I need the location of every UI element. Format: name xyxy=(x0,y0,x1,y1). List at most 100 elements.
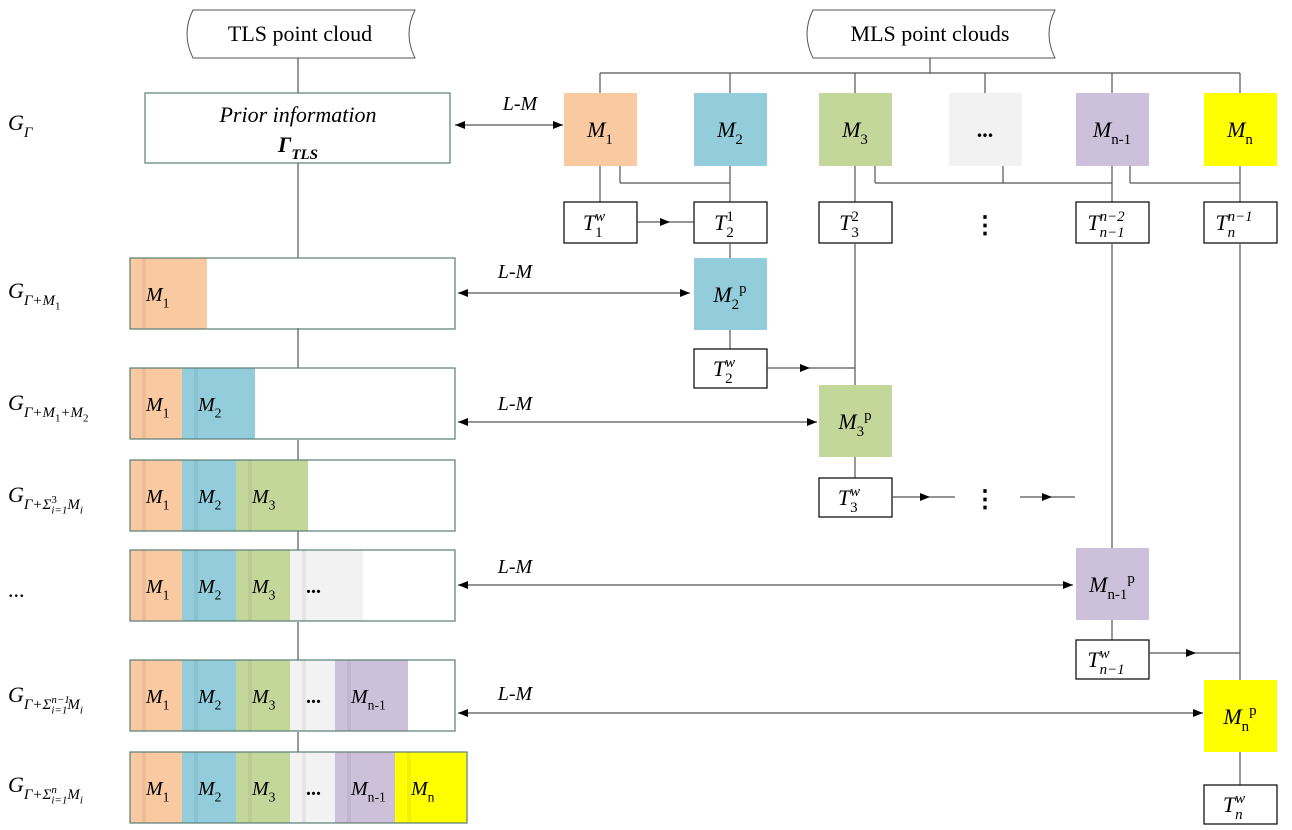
row-label: ... xyxy=(8,577,25,602)
bar-segment xyxy=(182,752,236,823)
math-part: 3 xyxy=(269,789,276,804)
math-part: M xyxy=(66,787,81,803)
segment-label: M1 xyxy=(145,486,169,512)
math-part: 1 xyxy=(726,209,733,225)
refined-box xyxy=(819,385,892,457)
bar-segment xyxy=(182,660,236,731)
bar-segment-edge xyxy=(407,752,411,823)
prior-symbol: ΓTLS xyxy=(277,132,318,163)
math-part: 1 xyxy=(163,497,170,512)
math-part: 3 xyxy=(51,494,57,506)
segment-label: M3 xyxy=(251,576,276,602)
math-part: p xyxy=(1249,703,1256,719)
math-part: n−1 xyxy=(1228,209,1253,225)
math-part: 1 xyxy=(605,132,612,148)
math-part: n-1 xyxy=(368,789,386,804)
math-part: w xyxy=(1100,646,1110,662)
bar-segment xyxy=(130,660,182,731)
bar-segment-edge xyxy=(347,752,351,823)
mls-label: ... xyxy=(977,117,994,142)
math-part: M xyxy=(586,117,607,142)
segment-label: M1 xyxy=(145,394,169,420)
math-part: T xyxy=(1223,792,1237,817)
math-part: M xyxy=(251,778,270,800)
math-part: Γ+M xyxy=(23,405,57,421)
transform-box xyxy=(1075,639,1150,680)
bar-segment xyxy=(335,660,408,731)
segment-label: ... xyxy=(306,576,321,598)
math-part: Γ xyxy=(277,132,292,157)
transform-box xyxy=(818,477,893,518)
math-part: ... xyxy=(306,778,321,800)
segment-label: M1 xyxy=(145,778,169,804)
source-shape xyxy=(806,9,1056,59)
bar-segment xyxy=(130,258,207,329)
math-part: M xyxy=(350,686,369,708)
transform-box xyxy=(1075,201,1150,244)
math-part: 3 xyxy=(857,424,864,440)
math-part: G xyxy=(8,772,24,797)
bar-segment-edge xyxy=(248,660,252,731)
math-part: 1 xyxy=(163,587,170,602)
bar-segment-edge xyxy=(142,258,146,329)
math-part: +M xyxy=(60,405,84,421)
math-part: 1 xyxy=(163,405,170,420)
math-part: G xyxy=(8,482,24,507)
math-part: 2 xyxy=(851,209,858,225)
link-label: L-M xyxy=(497,261,534,283)
transform-label: Tn−1 n xyxy=(1215,209,1252,241)
math-part: G xyxy=(8,278,24,303)
segment-label: ... xyxy=(306,778,321,800)
ellipsis: ⋮ xyxy=(973,213,997,239)
bar-segment-edge xyxy=(194,752,198,823)
prior-box xyxy=(144,92,451,164)
math-part: i=1 xyxy=(51,704,67,716)
math-part: M xyxy=(251,576,270,598)
math-part: n xyxy=(428,789,435,804)
source-shape xyxy=(186,9,416,59)
math-part: 2 xyxy=(215,497,222,512)
row-box xyxy=(129,257,456,330)
refined-box xyxy=(1076,548,1149,620)
bar-segment xyxy=(130,460,182,531)
math-part: M xyxy=(1222,704,1243,729)
transform-label: Tn−2 n−1 xyxy=(1087,209,1125,241)
segment-label: M3 xyxy=(251,686,276,712)
bar-segment xyxy=(182,550,236,621)
math-part: T xyxy=(839,210,853,235)
math-part: i=1 xyxy=(51,504,67,516)
transform-box xyxy=(1203,201,1278,244)
math-part: n xyxy=(1242,719,1250,735)
math-part: 2 xyxy=(732,297,739,313)
transform-label: Tw 1 xyxy=(583,209,605,241)
math-part: 3 xyxy=(269,497,276,512)
mls-label: M2 xyxy=(716,117,743,148)
math-part: 2 xyxy=(725,371,732,387)
link-label: L-M xyxy=(502,93,539,115)
math-part: p xyxy=(864,408,871,424)
math-part: n−1 xyxy=(51,694,69,706)
math-part: Γ+Σ xyxy=(23,497,52,513)
bar-segment xyxy=(335,752,395,823)
math-part: M xyxy=(145,576,164,598)
math-part: M xyxy=(145,686,164,708)
transform-box xyxy=(693,201,768,244)
world-transform-label: Tw n−1 xyxy=(1087,646,1124,678)
tls-source: TLS point cloud xyxy=(228,21,372,46)
math-part: T xyxy=(1215,210,1229,235)
math-part: w xyxy=(1235,791,1245,807)
bar-segment-edge xyxy=(248,460,252,531)
bar-segment xyxy=(236,752,290,823)
math-part: M xyxy=(145,778,164,800)
mls-box xyxy=(694,93,767,166)
math-part: 3 xyxy=(850,500,857,516)
transform-box xyxy=(693,348,768,389)
refined-label: Mnp xyxy=(1222,703,1256,735)
world-transform-label: Tw 3 xyxy=(838,484,860,516)
math-part: ... xyxy=(8,577,25,602)
segment-label: M1 xyxy=(145,576,169,602)
math-part: M xyxy=(197,394,216,416)
segment-label: Mn-1 xyxy=(350,686,386,712)
mls-label: Mn xyxy=(1226,117,1253,148)
